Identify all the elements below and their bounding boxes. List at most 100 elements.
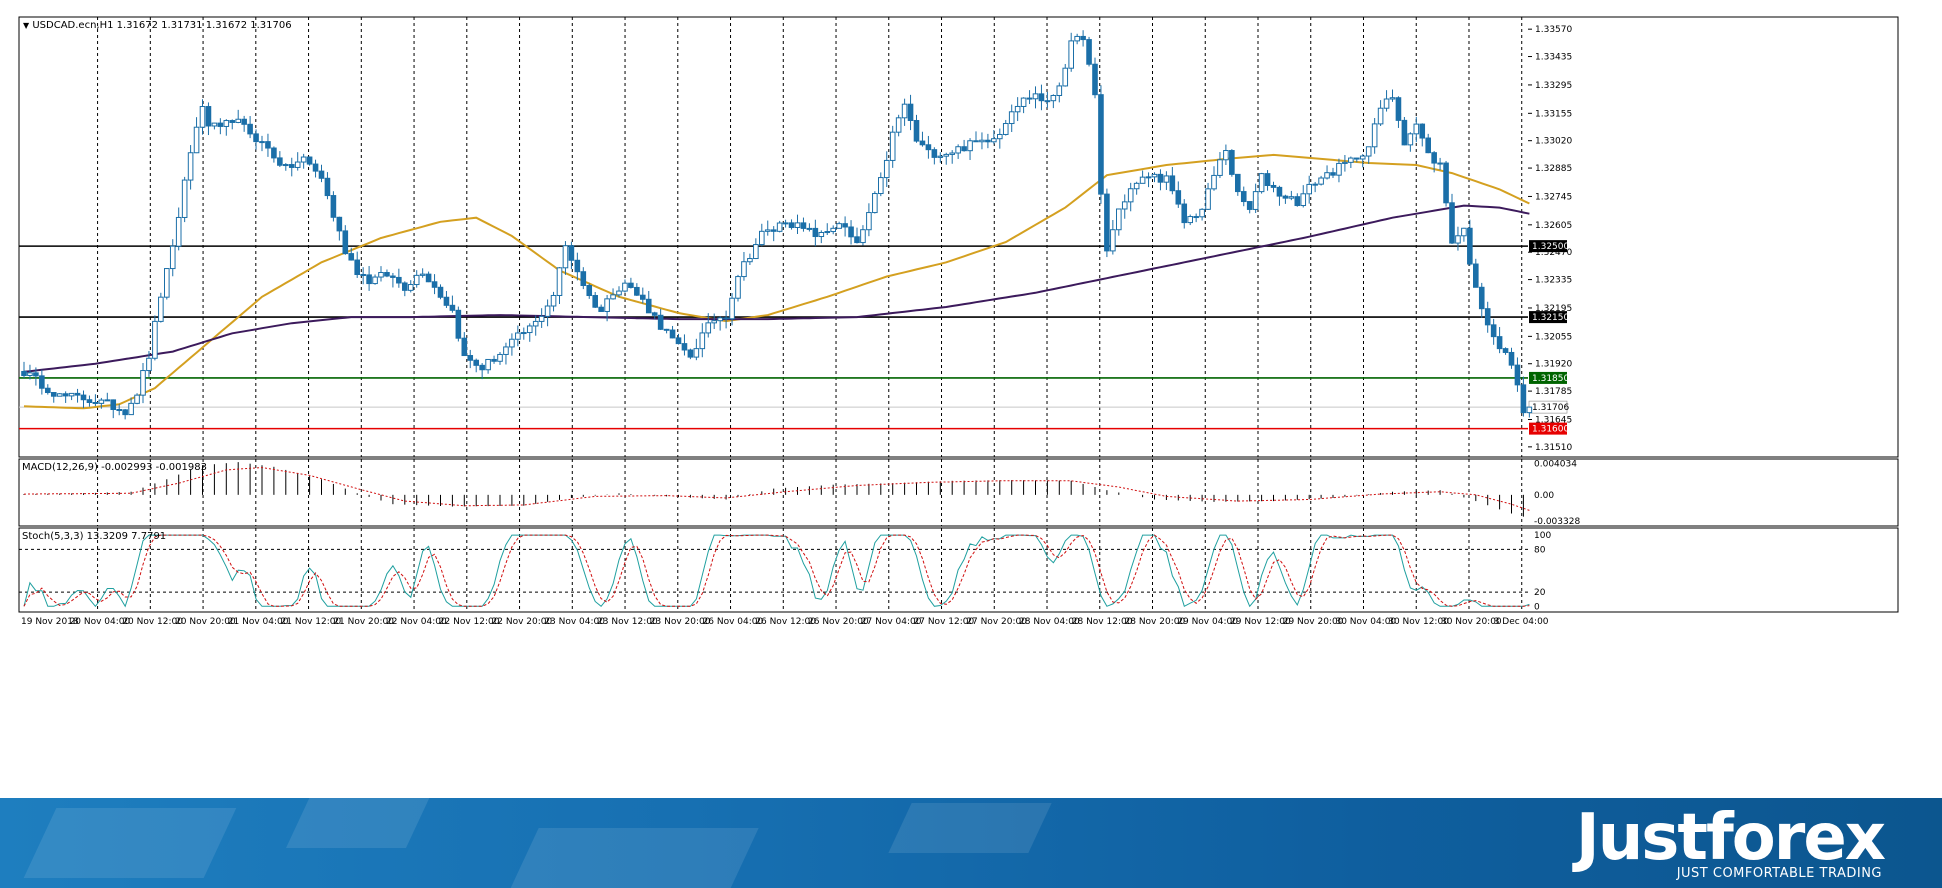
- candle-bull: [1407, 133, 1414, 146]
- candle-bull: [140, 370, 146, 396]
- banner-decoration: [23, 808, 237, 878]
- candle-bear: [1508, 351, 1515, 366]
- candle-bull: [1318, 177, 1324, 185]
- candle-bear: [913, 120, 920, 142]
- candle-bear: [580, 271, 587, 286]
- candle-bull: [1365, 146, 1372, 157]
- candle-bear: [1157, 173, 1164, 183]
- macd-tick-label: 0.00: [1534, 491, 1554, 501]
- price-tick-label: 1.32055: [1535, 332, 1572, 342]
- candle-bull: [193, 126, 200, 154]
- chart-canvas: 1.32500 1.32150 1.31850 1.31600 1.31706 0.00…: [18, 16, 1899, 627]
- candle-bear: [354, 259, 360, 275]
- candle-bear: [985, 139, 991, 143]
- level-price-tag: [1529, 240, 1567, 253]
- candle-bear: [1270, 184, 1277, 188]
- candle-bull: [300, 156, 307, 163]
- candle-bull: [1348, 157, 1354, 163]
- candle-bear: [479, 364, 485, 371]
- candle-bull: [1139, 176, 1146, 184]
- macd-pane-frame: [18, 458, 1899, 527]
- candle-bear: [1354, 157, 1360, 160]
- candle-bear: [598, 306, 604, 312]
- candle-bull: [372, 276, 378, 285]
- candle-bear: [854, 236, 860, 244]
- time-tick-label: 22 Nov 12:00: [439, 617, 500, 627]
- candle-bull: [1312, 183, 1318, 186]
- candle-bear: [271, 147, 277, 159]
- candle-bear: [1235, 173, 1241, 193]
- time-tick-label: 3 Dec 04:00: [1494, 617, 1549, 627]
- candle-bull: [1324, 172, 1330, 179]
- time-tick-label: 27 Nov 20:00: [966, 617, 1027, 627]
- time-tick-label: 19 Nov 2018: [21, 617, 79, 627]
- candle-bull: [1110, 229, 1116, 252]
- candle-bull: [146, 357, 152, 372]
- candle-bull: [1437, 162, 1443, 165]
- candle-bear: [663, 328, 670, 331]
- candle-bear: [961, 146, 967, 152]
- candle-bull: [610, 294, 616, 300]
- candle-bull: [413, 274, 420, 286]
- candle-bear: [1175, 190, 1182, 205]
- candle-bear: [473, 359, 479, 366]
- candle-bull: [979, 139, 985, 143]
- stoch-signal-line: [23, 534, 1530, 607]
- candle-bear: [1520, 384, 1527, 414]
- candle-bear: [800, 222, 807, 229]
- candle-bull: [1455, 235, 1461, 244]
- candle-bear: [640, 294, 646, 300]
- candle-bear: [1478, 286, 1485, 310]
- candle-bull: [860, 229, 866, 244]
- current-price-label: 1.31706: [1532, 403, 1569, 413]
- time-gridlines: [97, 17, 1523, 612]
- price-tick-label: 1.31920: [1535, 360, 1572, 370]
- candle-bull: [158, 296, 164, 322]
- price-tick-label: 1.33295: [1535, 81, 1572, 91]
- price-tick-label: 1.33435: [1535, 53, 1572, 63]
- time-tick-label: 20 Nov 12:00: [122, 617, 183, 627]
- candle-bull: [717, 317, 723, 322]
- candle-bull: [1163, 175, 1170, 183]
- candle-bull: [741, 261, 747, 278]
- candle-bull: [955, 146, 961, 154]
- candle-bull: [991, 138, 997, 143]
- candle-bear: [1229, 150, 1235, 175]
- candle-bull: [747, 258, 753, 263]
- moving-average-purple: [23, 204, 1530, 373]
- title-dropdown-icon[interactable]: ▼: [23, 21, 30, 30]
- level-price-tag: [1529, 311, 1567, 324]
- candle-bear: [1092, 63, 1098, 96]
- candle-bear: [39, 375, 45, 389]
- candle-bear: [1276, 186, 1283, 197]
- candle-bear: [1098, 94, 1104, 195]
- banner-decoration: [888, 803, 1052, 853]
- stoch-tick-label: 0: [1534, 602, 1540, 612]
- price-pane-frame: [18, 16, 1899, 458]
- candle-bull: [538, 315, 545, 322]
- price-tick-label: 1.31510: [1535, 443, 1572, 453]
- price-tick-label: 1.33020: [1535, 137, 1572, 147]
- candle-bear: [1473, 263, 1479, 288]
- candle-bull: [1288, 196, 1295, 199]
- symbol-title-text: USDCAD.ecn,H1 1.31672 1.31731 1.31672 1.…: [32, 20, 292, 31]
- candle-bull: [152, 320, 158, 359]
- candle-bear: [1484, 308, 1491, 326]
- banner-decoration: [501, 828, 759, 888]
- candle-bull: [526, 325, 533, 334]
- candle-bull: [997, 133, 1003, 140]
- candle-bear: [1449, 202, 1455, 244]
- candle-bear: [318, 170, 325, 179]
- time-tick-label: 22 Nov 04:00: [386, 617, 447, 627]
- candle-bull: [753, 244, 759, 260]
- candle-bear: [806, 227, 813, 230]
- candle-bull: [1032, 93, 1039, 100]
- candle-bull: [294, 161, 301, 168]
- candle-bull: [550, 294, 557, 307]
- candle-bull: [1359, 155, 1366, 160]
- candle-bull: [943, 153, 950, 157]
- candle-bear: [1044, 100, 1051, 103]
- candle-bull: [883, 159, 890, 179]
- candle-bull: [711, 320, 718, 324]
- time-tick-label: 26 Nov 04:00: [703, 617, 764, 627]
